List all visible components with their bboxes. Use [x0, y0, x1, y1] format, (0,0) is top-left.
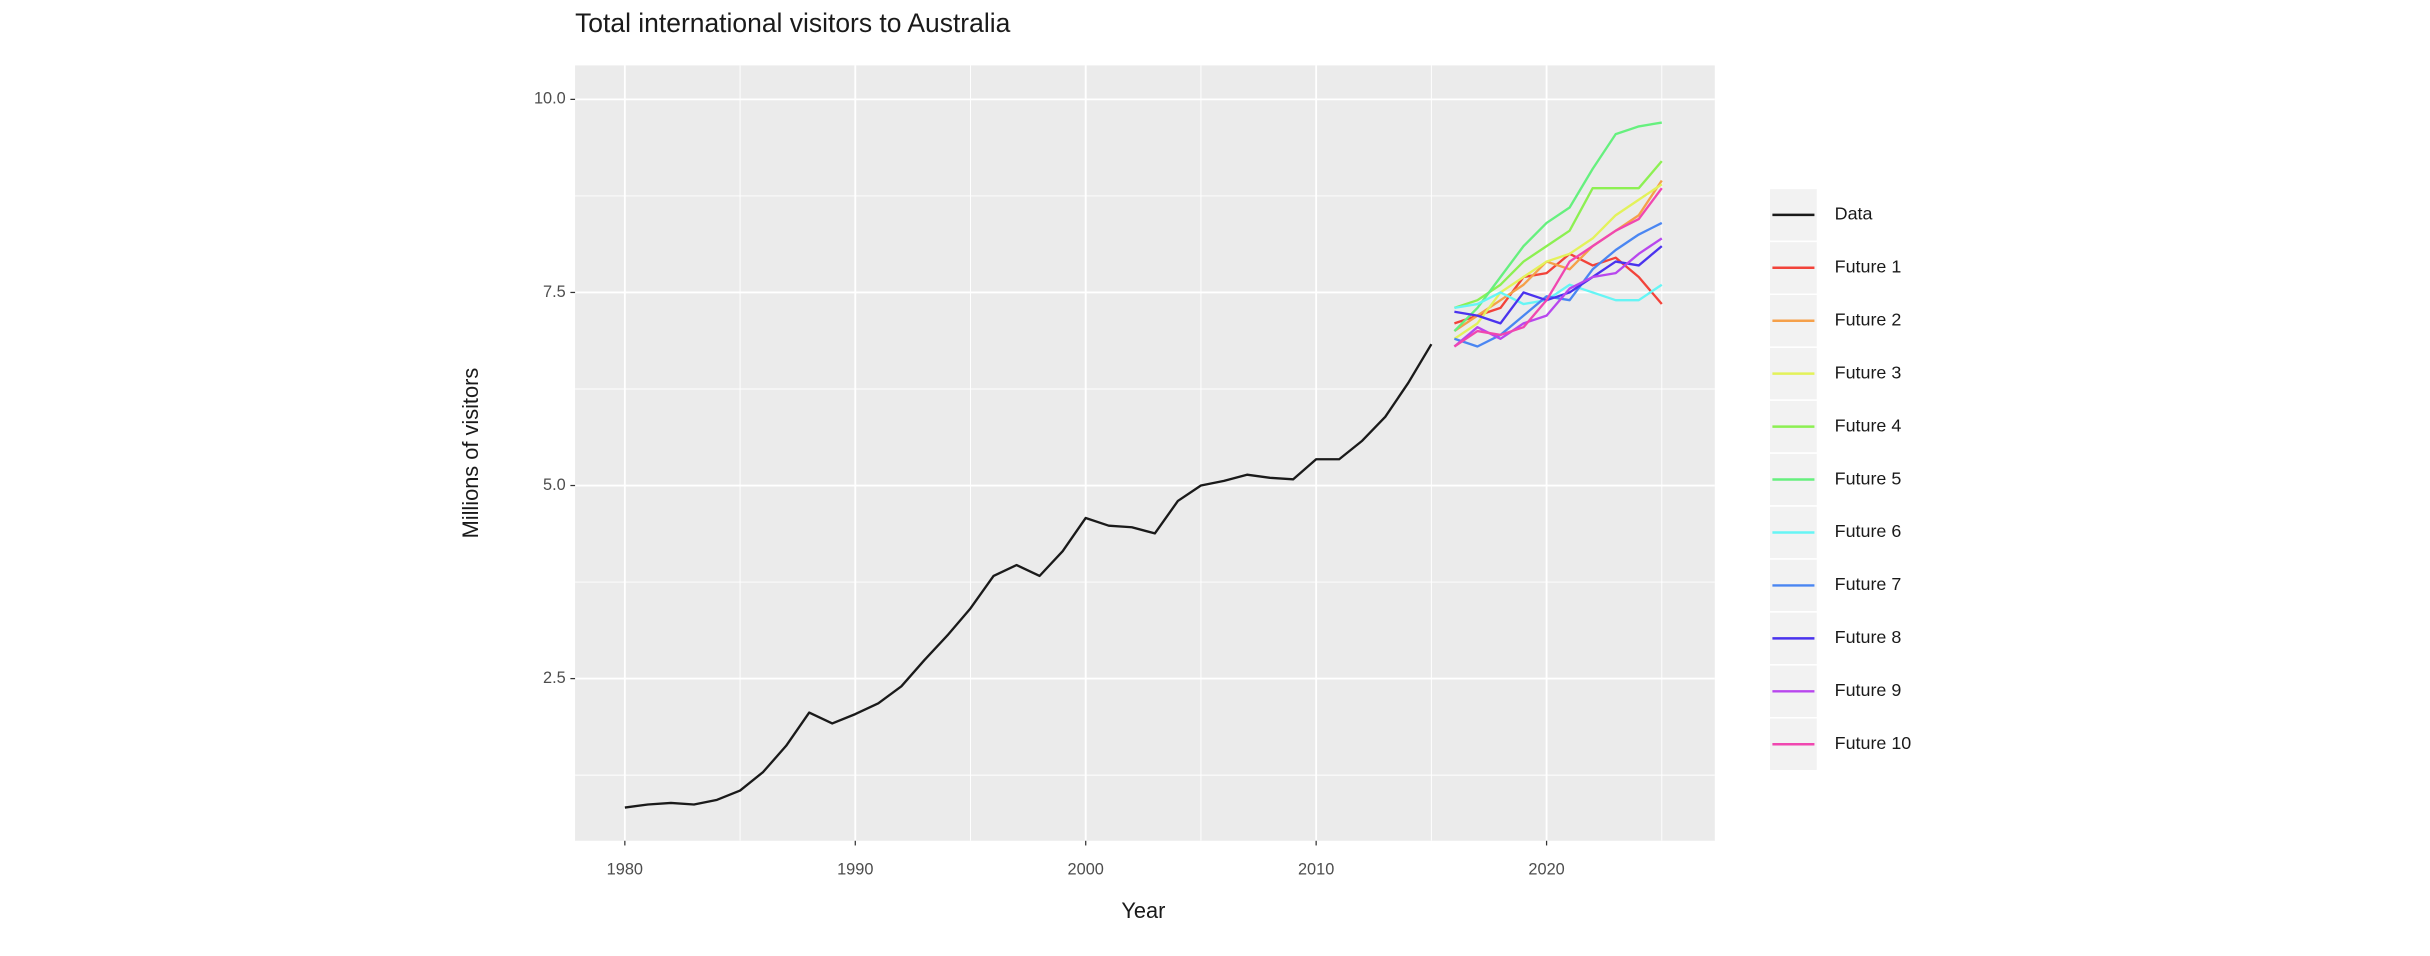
- series-line: [624, 343, 1433, 809]
- x-tick-label: 2000: [1068, 861, 1104, 879]
- y-tick-label: 10.0: [534, 90, 566, 108]
- legend-label: Future 3: [1835, 362, 1902, 382]
- series-line: [1454, 221, 1663, 348]
- x-tick-label: 1990: [837, 861, 873, 879]
- x-tick-label: 2010: [1298, 861, 1334, 879]
- series-line: [1454, 283, 1663, 310]
- legend: Data Future 1 Future 2 Future 3 Future 4 Futu…: [1768, 187, 1912, 772]
- legend-label: Future 6: [1835, 521, 1902, 541]
- legend-label: Future 7: [1835, 574, 1902, 594]
- legend-label: Future 1: [1835, 257, 1902, 277]
- series-line: [1453, 187, 1663, 348]
- y-axis-title: Millions of visitors: [458, 368, 483, 539]
- series-line: [1453, 183, 1663, 340]
- lines: [624, 121, 1663, 809]
- x-axis-title: Year: [1121, 898, 1165, 923]
- legend-label: Future 2: [1835, 309, 1902, 329]
- y-tick-label: 2.5: [543, 669, 566, 687]
- x-tick-label: 1980: [607, 861, 643, 879]
- legend-label: Future 10: [1835, 733, 1912, 753]
- grid: [575, 65, 1715, 841]
- x-tick-label: 2020: [1528, 861, 1564, 879]
- series-line: [1454, 252, 1663, 325]
- legend-label: Future 9: [1835, 680, 1902, 700]
- legend-label: Future 5: [1835, 468, 1902, 488]
- legend-label: Data: [1835, 204, 1873, 224]
- legend-label: Future 4: [1835, 415, 1902, 435]
- legend-label: Future 8: [1835, 627, 1902, 647]
- y-tick-label: 7.5: [543, 283, 566, 301]
- y-tick-label: 5.0: [543, 476, 566, 494]
- series-line: [1453, 121, 1662, 332]
- plot-panel: [575, 65, 1715, 841]
- chart-title: Total international visitors to Australi…: [575, 8, 1011, 38]
